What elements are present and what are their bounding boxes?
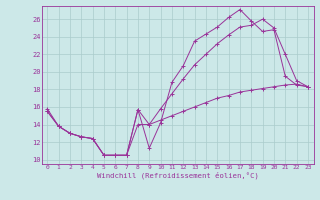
X-axis label: Windchill (Refroidissement éolien,°C): Windchill (Refroidissement éolien,°C)	[97, 171, 259, 179]
